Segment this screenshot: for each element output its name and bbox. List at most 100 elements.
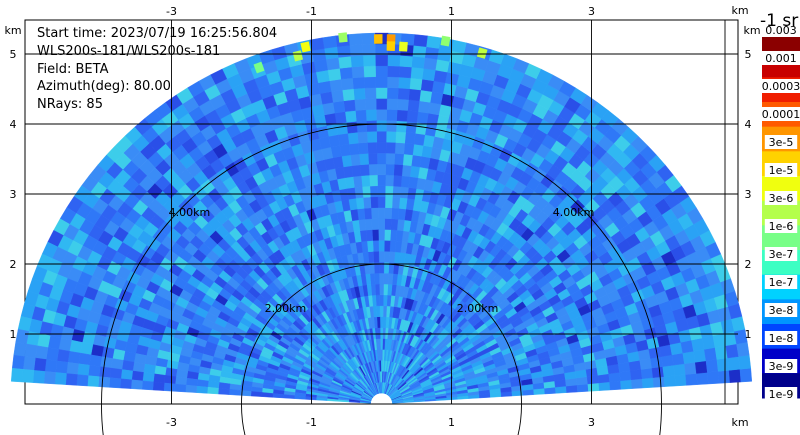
info-azimuth: Azimuth(deg): 80.00 — [37, 79, 171, 94]
radar-gate — [120, 369, 133, 381]
radar-gate — [87, 375, 100, 387]
radar-gate — [387, 273, 394, 285]
radar-gate — [121, 360, 135, 372]
radar-gate — [383, 283, 389, 296]
hot-gate — [476, 47, 488, 59]
radar-gate — [384, 229, 392, 241]
x-axis-label-top: km — [731, 4, 748, 17]
radar-gate — [342, 88, 355, 102]
radar-gate — [44, 359, 58, 373]
x-tick-label-top: 1 — [448, 5, 455, 18]
radar-gate — [375, 76, 388, 88]
radar-gate — [13, 341, 27, 357]
radar-gate — [196, 379, 209, 388]
radar-gate — [396, 109, 408, 122]
hot-gate — [374, 34, 383, 44]
radar-gate — [419, 89, 433, 103]
radar-gate — [344, 110, 357, 123]
radar-gate — [110, 358, 124, 370]
radar-gate — [364, 218, 373, 231]
colorbar-label: 1e-7 — [769, 276, 794, 289]
radar-gate — [397, 208, 407, 221]
radar-gate — [375, 65, 388, 77]
radar-gate — [394, 142, 405, 155]
radar-gate — [619, 370, 632, 382]
radar-gate — [337, 55, 352, 69]
y-tick-label-left: 4 — [10, 118, 17, 131]
radar-gate — [385, 163, 395, 176]
radar-gate — [411, 55, 426, 69]
radar-gate — [413, 133, 426, 146]
radar-gate — [388, 251, 396, 263]
radar-gate — [736, 341, 750, 357]
colorbar-label: 0.0003 — [762, 80, 800, 93]
radar-gate — [336, 45, 351, 58]
radar-gate — [378, 240, 385, 252]
radar-gate — [384, 240, 391, 252]
radar-gate — [406, 187, 417, 200]
radar-gate — [348, 33, 363, 46]
hot-gate — [253, 61, 265, 74]
radar-gate — [330, 89, 344, 103]
radar-gate — [382, 316, 387, 328]
radar-gate — [364, 87, 377, 100]
range-ring — [241, 263, 522, 405]
colorbar-label-bg — [764, 359, 798, 373]
radar-gate — [67, 350, 81, 364]
colorbar-label: 3e-6 — [769, 192, 794, 205]
radar-gate — [55, 360, 69, 374]
radar-gate — [355, 109, 367, 122]
radar-gate — [375, 87, 388, 99]
radar-gate — [377, 163, 386, 176]
radar-gate — [130, 379, 143, 390]
radar-gate — [382, 305, 387, 318]
radar-gate — [377, 185, 386, 197]
radar-gate — [630, 369, 643, 381]
radar-gate — [398, 76, 411, 90]
radar-gate — [693, 349, 707, 363]
radar-gate — [378, 218, 385, 230]
radar-gate — [385, 131, 397, 143]
radar-gate — [340, 77, 354, 91]
radar-gate — [370, 196, 379, 209]
radar-gate — [620, 379, 633, 390]
radar-gate — [383, 294, 388, 307]
radar-gate — [35, 345, 49, 360]
radar-gate — [98, 366, 112, 378]
radar-gate — [663, 375, 676, 387]
radar-gate — [421, 68, 436, 82]
info-field: Field: BETA — [37, 62, 109, 77]
radar-gate — [56, 349, 70, 363]
radar-gate — [325, 57, 340, 71]
radar-gate — [32, 370, 46, 384]
radar-gate — [384, 185, 394, 198]
radar-gate — [389, 240, 397, 253]
info-start-time: Start time: 2023/07/19 16:25:56.804 — [37, 26, 278, 41]
radar-gate — [661, 354, 674, 367]
colorbar-label-bg — [764, 135, 798, 149]
radar-gate — [386, 98, 398, 111]
radar-gate — [379, 327, 384, 339]
radar-gate — [376, 152, 387, 165]
radar-gate — [185, 377, 198, 387]
x-tick-label-top: 3 — [588, 5, 595, 18]
range-ring-extension — [659, 403, 662, 435]
radar-gate — [379, 294, 384, 307]
radar-gate — [164, 375, 177, 385]
x-axis-label-bottom: km — [731, 416, 748, 429]
radar-gate — [382, 338, 386, 350]
radar-gate — [424, 123, 437, 137]
radar-gate — [358, 142, 369, 155]
radar-gate — [412, 45, 427, 58]
radar-gate — [398, 66, 412, 79]
radar-gate — [403, 142, 415, 156]
colorbar-label: 0.003 — [765, 24, 797, 37]
range-ring-extension — [241, 403, 246, 435]
colorbar-label-bg — [764, 387, 798, 401]
radar-gate — [360, 174, 371, 187]
x-tick-label-bottom: 1 — [448, 416, 455, 429]
radar-gate — [727, 356, 741, 371]
radar-gate — [347, 132, 359, 145]
radar-gate — [351, 164, 362, 177]
radar-gate — [395, 131, 406, 144]
